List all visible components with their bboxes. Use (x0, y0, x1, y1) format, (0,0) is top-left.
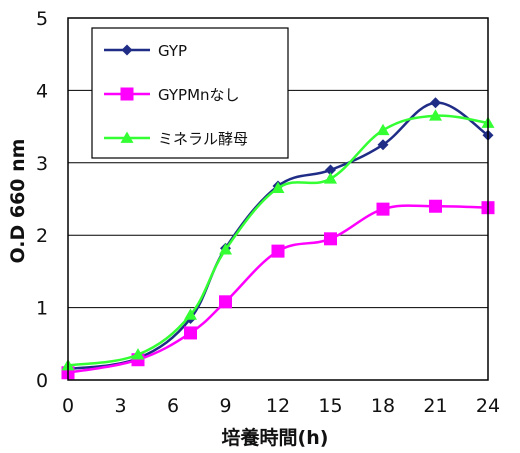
data-point (184, 308, 197, 320)
y-tick-label: 2 (36, 225, 48, 247)
series-3 (61, 109, 495, 371)
data-point (325, 164, 336, 176)
data-point (219, 243, 232, 255)
x-tick-label: 15 (318, 395, 342, 417)
data-point (377, 139, 389, 151)
y-tick-label: 1 (36, 298, 48, 320)
x-tick-label: 24 (476, 395, 500, 417)
legend-marker (120, 87, 134, 101)
data-point (429, 109, 442, 121)
x-tick-label: 12 (266, 395, 290, 417)
legend-label: ミネラル酵母 (158, 130, 248, 148)
data-point (219, 295, 232, 309)
data-point (324, 232, 337, 246)
y-tick-label: 5 (36, 8, 48, 30)
x-tick-label: 9 (219, 395, 231, 417)
y-tick-label: 4 (36, 80, 48, 102)
plot-frame (67, 17, 489, 381)
series-2 (61, 199, 495, 380)
data-point (324, 172, 337, 184)
x-axis-title: 培養時間(h) (222, 426, 329, 449)
data-point (271, 181, 285, 194)
y-axis-title: O.D 660 nm (7, 139, 29, 264)
data-point (271, 244, 285, 258)
y-tick-labels: 0 1 2 3 4 5 (36, 8, 48, 392)
series-line (67, 204, 489, 374)
y-tick-label: 3 (36, 153, 48, 175)
data-point (376, 202, 390, 216)
y-tick-label: 0 (36, 370, 48, 392)
x-tick-label: 21 (423, 395, 447, 417)
legend-marker (121, 44, 133, 56)
x-tick-label: 0 (62, 395, 74, 417)
data-point (184, 326, 197, 340)
data-point (429, 199, 442, 213)
legend-marker (120, 131, 134, 143)
data-point (430, 97, 441, 109)
x-tick-labels: 0 3 6 9 12 15 18 21 24 (62, 395, 500, 417)
x-tick-label: 3 (114, 395, 126, 417)
data-point (131, 348, 145, 360)
legend-label: GYP (158, 42, 187, 60)
x-tick-label: 18 (371, 395, 395, 417)
data-point (376, 123, 390, 136)
x-tick-label: 6 (167, 395, 179, 417)
legend-label: GYPMnなし (158, 86, 240, 104)
